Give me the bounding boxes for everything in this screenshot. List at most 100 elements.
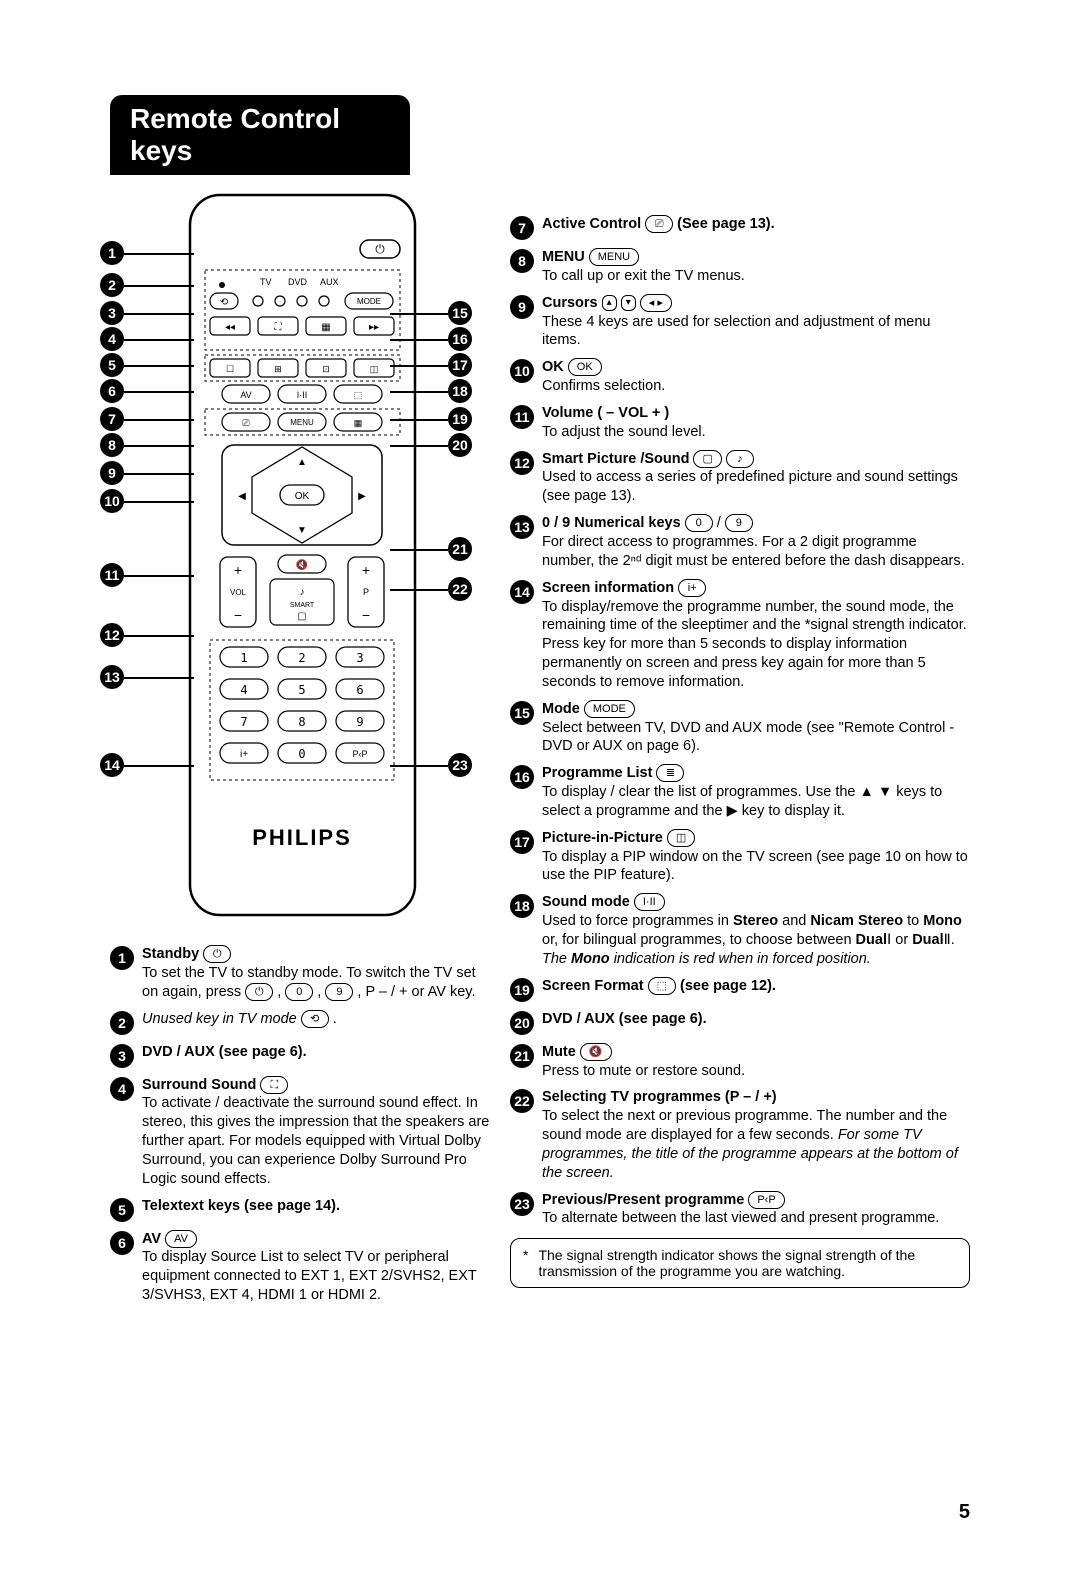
callout-bubble: 5 <box>100 353 124 377</box>
callout-bubble: 23 <box>448 753 472 777</box>
footnote: * The signal strength indicator shows th… <box>510 1238 970 1288</box>
callout-bubble: 1 <box>100 241 124 265</box>
svg-text:🔇: 🔇 <box>296 558 308 571</box>
item-number: 16 <box>510 765 534 789</box>
svg-text:AV: AV <box>240 390 251 400</box>
right-descriptions: 7Active Control ⎚ (See page 13).8MENU ME… <box>510 215 970 1228</box>
callout-line <box>390 765 448 767</box>
callout-line <box>390 339 448 341</box>
svg-text:3: 3 <box>356 651 363 665</box>
svg-text:9: 9 <box>356 715 363 729</box>
desc-item: 6AV AVTo display Source List to select T… <box>110 1230 490 1305</box>
callout-bubble: 3 <box>100 301 124 325</box>
page-number: 5 <box>959 1501 970 1524</box>
svg-text:P: P <box>363 587 369 597</box>
callout-line <box>124 677 194 679</box>
item-number: 20 <box>510 1011 534 1035</box>
item-number: 6 <box>110 1231 134 1255</box>
svg-text:7: 7 <box>240 715 247 729</box>
svg-text:◀: ◀ <box>238 491 246 502</box>
desc-item: 1Standby ⏻To set the TV to standby mode.… <box>110 945 490 1002</box>
desc-item: 16Programme List ≣To display / clear the… <box>510 764 970 821</box>
callout-line <box>390 391 448 393</box>
key-icon: ⏻ <box>203 945 231 963</box>
callout-bubble: 19 <box>448 407 472 431</box>
svg-text:▦: ▦ <box>354 418 363 428</box>
svg-text:▢: ▢ <box>297 611 306 622</box>
svg-text:▶: ▶ <box>358 491 366 502</box>
desc-item: 22Selecting TV programmes (P – / +)To se… <box>510 1088 970 1182</box>
callout-line <box>124 313 194 315</box>
svg-text:i+: i+ <box>240 749 248 760</box>
key-icon: 9 <box>725 514 753 532</box>
callout-line <box>390 313 448 315</box>
key-icon: ⏻ <box>245 983 273 1001</box>
desc-item: 5Telextext keys (see page 14). <box>110 1197 490 1222</box>
key-icon: MODE <box>584 700 635 718</box>
callout-line <box>124 419 194 421</box>
desc-item: 15Mode MODESelect between TV, DVD and AU… <box>510 700 970 757</box>
svg-text:▸▸: ▸▸ <box>369 322 379 333</box>
callout-bubble: 16 <box>448 327 472 351</box>
item-number: 18 <box>510 894 534 918</box>
svg-text:8: 8 <box>298 715 305 729</box>
desc-item: 18Sound mode I·IIUsed to force programme… <box>510 893 970 968</box>
svg-text:▼: ▼ <box>297 525 307 536</box>
item-number: 17 <box>510 830 534 854</box>
key-icon: 🔇 <box>580 1043 612 1061</box>
callout-bubble: 7 <box>100 407 124 431</box>
callout-bubble: 2 <box>100 273 124 297</box>
key-icon: I·II <box>634 893 665 911</box>
callout-line <box>124 473 194 475</box>
callout-bubble: 22 <box>448 577 472 601</box>
callout-line <box>124 365 194 367</box>
svg-text:⊡: ⊡ <box>322 364 330 374</box>
svg-text:+: + <box>362 562 370 578</box>
item-number: 13 <box>510 515 534 539</box>
key-icon: ▢ <box>693 450 721 468</box>
item-number: 8 <box>510 249 534 273</box>
svg-text:◫: ◫ <box>370 364 379 374</box>
footnote-star: * <box>523 1247 528 1279</box>
callout-bubble: 17 <box>448 353 472 377</box>
callout-line <box>124 339 194 341</box>
callout-line <box>124 391 194 393</box>
key-icon: ⎚ <box>645 215 673 233</box>
key-icon: 9 <box>325 983 353 1001</box>
callout-bubble: 21 <box>448 537 472 561</box>
svg-text:OK: OK <box>295 491 310 502</box>
remote-diagram: ⏻ TV DVD AUX ⟲ MODE <box>110 185 490 945</box>
item-number: 7 <box>510 216 534 240</box>
svg-text:2: 2 <box>298 651 305 665</box>
item-number: 4 <box>110 1077 134 1101</box>
item-number: 9 <box>510 295 534 319</box>
svg-text:6: 6 <box>356 683 363 697</box>
svg-text:AUX: AUX <box>320 277 339 287</box>
item-number: 21 <box>510 1044 534 1068</box>
item-number: 15 <box>510 701 534 725</box>
callout-bubble: 11 <box>100 563 124 587</box>
svg-text:☐: ☐ <box>226 364 234 374</box>
key-icon: OK <box>568 358 602 376</box>
callout-bubble: 9 <box>100 461 124 485</box>
svg-text:⏻: ⏻ <box>375 242 385 256</box>
item-number: 3 <box>110 1044 134 1068</box>
desc-item: 12Smart Picture /Sound ▢ ♪Used to access… <box>510 450 970 507</box>
callout-bubble: 4 <box>100 327 124 351</box>
svg-text:⟲: ⟲ <box>220 297 229 308</box>
footnote-text: The signal strength indicator shows the … <box>538 1247 957 1279</box>
callout-bubble: 15 <box>448 301 472 325</box>
callout-line <box>390 445 448 447</box>
desc-item: 7Active Control ⎚ (See page 13). <box>510 215 970 240</box>
svg-text:⎚: ⎚ <box>242 418 250 428</box>
key-icon: AV <box>165 1230 197 1248</box>
desc-item: 11Volume ( – VOL + )To adjust the sound … <box>510 404 970 442</box>
key-icon: 0 <box>685 514 713 532</box>
svg-text:MENU: MENU <box>290 418 314 427</box>
callout-bubble: 10 <box>100 489 124 513</box>
key-icon: ⟲ <box>301 1010 329 1028</box>
callout-bubble: 8 <box>100 433 124 457</box>
callout-line <box>390 589 448 591</box>
svg-text:4: 4 <box>240 683 247 697</box>
svg-text:▲: ▲ <box>297 457 307 468</box>
